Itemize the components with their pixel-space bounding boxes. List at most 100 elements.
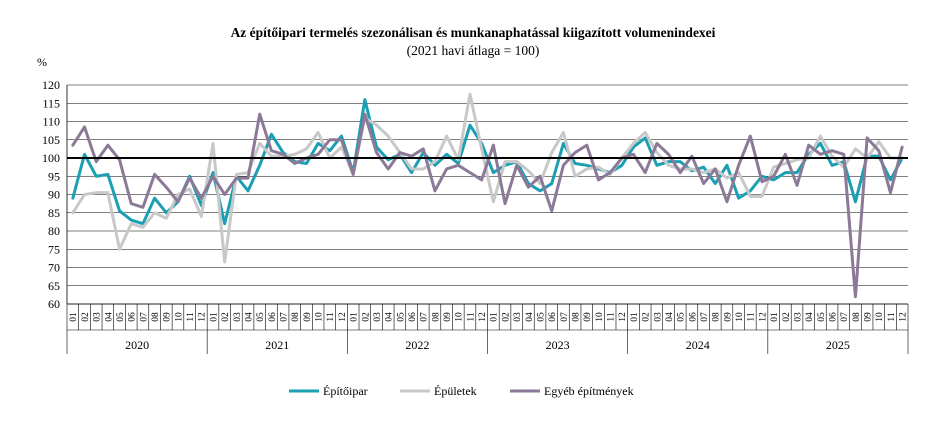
month-label: 01	[490, 312, 500, 322]
month-label: 12	[478, 312, 488, 322]
month-label: 03	[93, 312, 103, 322]
month-label: 10	[174, 312, 184, 322]
month-label: 05	[396, 312, 406, 322]
month-label: 08	[852, 312, 862, 322]
month-label: 04	[665, 312, 675, 322]
legend-label-0: Építőipar	[323, 384, 368, 398]
chart-subtitle: (2021 havi átlaga = 100)	[407, 43, 540, 58]
month-label: 10	[455, 312, 465, 322]
month-label: 09	[303, 312, 313, 322]
year-label-2022: 2022	[405, 338, 429, 352]
month-label: 07	[560, 312, 570, 322]
y-axis-unit: %	[37, 55, 47, 69]
month-label: 02	[501, 312, 511, 322]
month-label: 10	[595, 312, 605, 322]
month-label: 05	[256, 312, 266, 322]
month-label: 06	[408, 312, 418, 322]
month-label: 01	[630, 312, 640, 322]
month-label: 11	[887, 312, 897, 321]
month-label: 05	[817, 312, 827, 322]
month-label: 12	[338, 312, 348, 322]
series-line-1	[71, 92, 904, 264]
month-label: 09	[864, 312, 874, 322]
y-tick-label-100: 100	[42, 151, 60, 165]
y-tick-label-110: 110	[42, 115, 60, 129]
month-label: 02	[782, 312, 792, 322]
y-tick-label-75: 75	[48, 242, 60, 256]
month-label: 10	[875, 312, 885, 322]
month-label: 11	[466, 312, 476, 321]
legend: Építőipar Épületek Egyéb építmények	[289, 384, 634, 398]
month-label: 12	[758, 312, 768, 322]
month-label: 09	[723, 312, 733, 322]
month-label: 12	[198, 312, 208, 322]
year-label-2025: 2025	[826, 338, 850, 352]
grid-lines	[66, 84, 908, 305]
month-label: 03	[233, 312, 243, 322]
month-label: 07	[700, 312, 710, 322]
month-label: 08	[291, 312, 301, 322]
year-label-2023: 2023	[546, 338, 570, 352]
legend-label-1: Épületek	[434, 384, 477, 398]
y-tick-label-105: 105	[42, 133, 60, 147]
month-label: 10	[315, 312, 325, 322]
month-label: 02	[642, 312, 652, 322]
month-label: 05	[536, 312, 546, 322]
month-label: 03	[793, 312, 803, 322]
month-label: 02	[221, 312, 231, 322]
month-label: 06	[548, 312, 558, 322]
month-label: 06	[268, 312, 278, 322]
month-label: 06	[688, 312, 698, 322]
y-tick-label-120: 120	[42, 78, 60, 92]
month-label: 06	[128, 312, 138, 322]
month-label: 07	[279, 312, 289, 322]
month-label: 07	[139, 312, 149, 322]
month-label: 04	[385, 312, 395, 322]
month-label: 01	[69, 312, 79, 322]
month-label: 08	[712, 312, 722, 322]
month-label: 04	[525, 312, 535, 322]
month-label: 11	[607, 312, 617, 321]
month-label: 03	[653, 312, 663, 322]
month-label: 04	[805, 312, 815, 322]
month-label: 09	[443, 312, 453, 322]
month-label: 01	[209, 312, 219, 322]
month-label: 05	[677, 312, 687, 322]
month-label: 06	[828, 312, 838, 322]
y-tick-label-65: 65	[48, 279, 60, 293]
series-lines	[67, 92, 908, 299]
month-label: 11	[186, 312, 196, 321]
chart-title: Az építőipari termelés szezonálisan és m…	[231, 25, 716, 40]
y-tick-label-85: 85	[48, 206, 60, 220]
month-label: 01	[350, 312, 360, 322]
month-label: 07	[420, 312, 430, 322]
y-tick-label-80: 80	[48, 224, 60, 238]
y-tick-label-90: 90	[48, 188, 60, 202]
month-label: 08	[572, 312, 582, 322]
month-label: 04	[104, 312, 114, 322]
month-label: 07	[840, 312, 850, 322]
month-label: 10	[735, 312, 745, 322]
year-label-2021: 2021	[265, 338, 289, 352]
month-label: 02	[361, 312, 371, 322]
month-label: 03	[373, 312, 383, 322]
month-label: 12	[618, 312, 628, 322]
y-tick-label-70: 70	[48, 261, 60, 275]
year-label-2020: 2020	[125, 338, 149, 352]
series-line-2	[71, 112, 904, 299]
legend-label-2: Egyéb építmények	[544, 384, 634, 398]
y-tick-labels: 60 65 70 75 80 85 90 95 100 105 110 115 120	[42, 78, 60, 311]
month-label: 12	[899, 312, 909, 322]
month-label: 01	[770, 312, 780, 322]
y-tick-label-60: 60	[48, 297, 60, 311]
y-tick-label-115: 115	[42, 96, 60, 110]
month-label: 02	[81, 312, 91, 322]
month-label: 09	[163, 312, 173, 322]
month-label: 11	[326, 312, 336, 321]
year-label-2024: 2024	[686, 338, 710, 352]
month-label: 08	[151, 312, 161, 322]
month-label: 08	[431, 312, 441, 322]
